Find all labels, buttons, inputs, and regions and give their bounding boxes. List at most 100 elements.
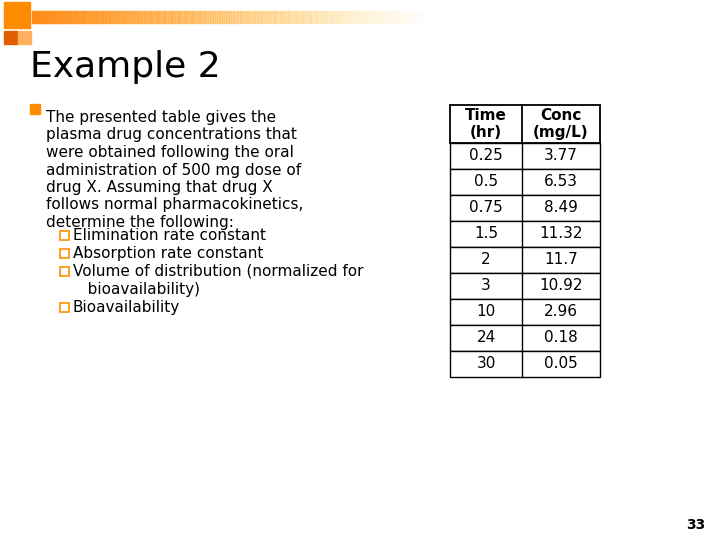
- Bar: [104, 11, 107, 23]
- Bar: [112, 11, 114, 23]
- Bar: [462, 11, 465, 23]
- Bar: [144, 11, 147, 23]
- Bar: [119, 11, 122, 23]
- Bar: [348, 11, 351, 23]
- Bar: [275, 11, 278, 23]
- Bar: [315, 11, 318, 23]
- Bar: [409, 11, 412, 23]
- Bar: [149, 11, 152, 23]
- Bar: [130, 11, 133, 23]
- Bar: [318, 11, 320, 23]
- Text: 24: 24: [477, 330, 495, 346]
- Bar: [238, 11, 240, 23]
- Bar: [102, 11, 105, 23]
- Bar: [261, 11, 264, 23]
- Bar: [381, 11, 384, 23]
- Bar: [297, 11, 300, 23]
- Bar: [458, 11, 461, 23]
- Bar: [271, 11, 274, 23]
- Bar: [153, 11, 156, 23]
- Bar: [341, 11, 343, 23]
- Bar: [269, 11, 271, 23]
- Bar: [123, 11, 126, 23]
- Bar: [322, 11, 325, 23]
- Bar: [366, 11, 369, 23]
- Bar: [289, 11, 292, 23]
- Bar: [432, 11, 435, 23]
- Bar: [450, 299, 600, 325]
- Bar: [18, 31, 31, 44]
- Bar: [450, 143, 600, 169]
- Bar: [402, 11, 405, 23]
- Bar: [224, 11, 227, 23]
- Bar: [222, 11, 225, 23]
- Bar: [217, 11, 220, 23]
- Bar: [383, 11, 386, 23]
- Bar: [306, 11, 309, 23]
- Text: 0.25: 0.25: [469, 148, 503, 164]
- Bar: [35, 11, 37, 23]
- Bar: [353, 11, 356, 23]
- Bar: [4, 31, 17, 44]
- Bar: [88, 11, 91, 23]
- Bar: [430, 11, 433, 23]
- Bar: [254, 11, 257, 23]
- Text: 0.75: 0.75: [469, 200, 503, 215]
- Bar: [404, 11, 407, 23]
- Bar: [58, 11, 60, 23]
- Text: Absorption rate constant: Absorption rate constant: [73, 246, 264, 261]
- Bar: [86, 11, 89, 23]
- Bar: [444, 11, 446, 23]
- Bar: [355, 11, 358, 23]
- Bar: [76, 11, 79, 23]
- Bar: [465, 11, 468, 23]
- Bar: [140, 11, 143, 23]
- Bar: [107, 11, 109, 23]
- Bar: [467, 11, 470, 23]
- Bar: [486, 11, 489, 23]
- Bar: [205, 11, 208, 23]
- Bar: [231, 11, 234, 23]
- Bar: [479, 11, 482, 23]
- Bar: [212, 11, 215, 23]
- Bar: [477, 11, 480, 23]
- Bar: [158, 11, 161, 23]
- Text: Volume of distribution (normalized for: Volume of distribution (normalized for: [73, 264, 364, 279]
- Text: 0.05: 0.05: [544, 356, 578, 372]
- Bar: [240, 11, 243, 23]
- Bar: [385, 11, 388, 23]
- Bar: [60, 303, 69, 312]
- Bar: [65, 11, 68, 23]
- Bar: [273, 11, 276, 23]
- Text: 8.49: 8.49: [544, 200, 578, 215]
- Bar: [441, 11, 444, 23]
- Text: 10: 10: [477, 305, 495, 320]
- Bar: [48, 11, 51, 23]
- Bar: [116, 11, 119, 23]
- Bar: [41, 11, 44, 23]
- Bar: [203, 11, 206, 23]
- Bar: [460, 11, 463, 23]
- Text: 33: 33: [685, 518, 705, 532]
- Bar: [60, 249, 69, 258]
- Bar: [60, 231, 69, 240]
- Text: 1.5: 1.5: [474, 226, 498, 241]
- Bar: [413, 11, 416, 23]
- Bar: [81, 11, 84, 23]
- Bar: [282, 11, 285, 23]
- Bar: [325, 11, 328, 23]
- Text: Conc
(mg/L): Conc (mg/L): [534, 109, 589, 140]
- Text: Bioavailability: Bioavailability: [73, 300, 180, 315]
- Bar: [456, 11, 459, 23]
- Bar: [128, 11, 131, 23]
- Bar: [138, 11, 140, 23]
- Text: 2: 2: [481, 253, 491, 267]
- Bar: [450, 351, 600, 377]
- Bar: [69, 11, 72, 23]
- Bar: [172, 11, 175, 23]
- Bar: [434, 11, 437, 23]
- Bar: [280, 11, 283, 23]
- Text: administration of 500 mg dose of: administration of 500 mg dose of: [46, 163, 301, 178]
- Bar: [484, 11, 487, 23]
- Bar: [428, 11, 431, 23]
